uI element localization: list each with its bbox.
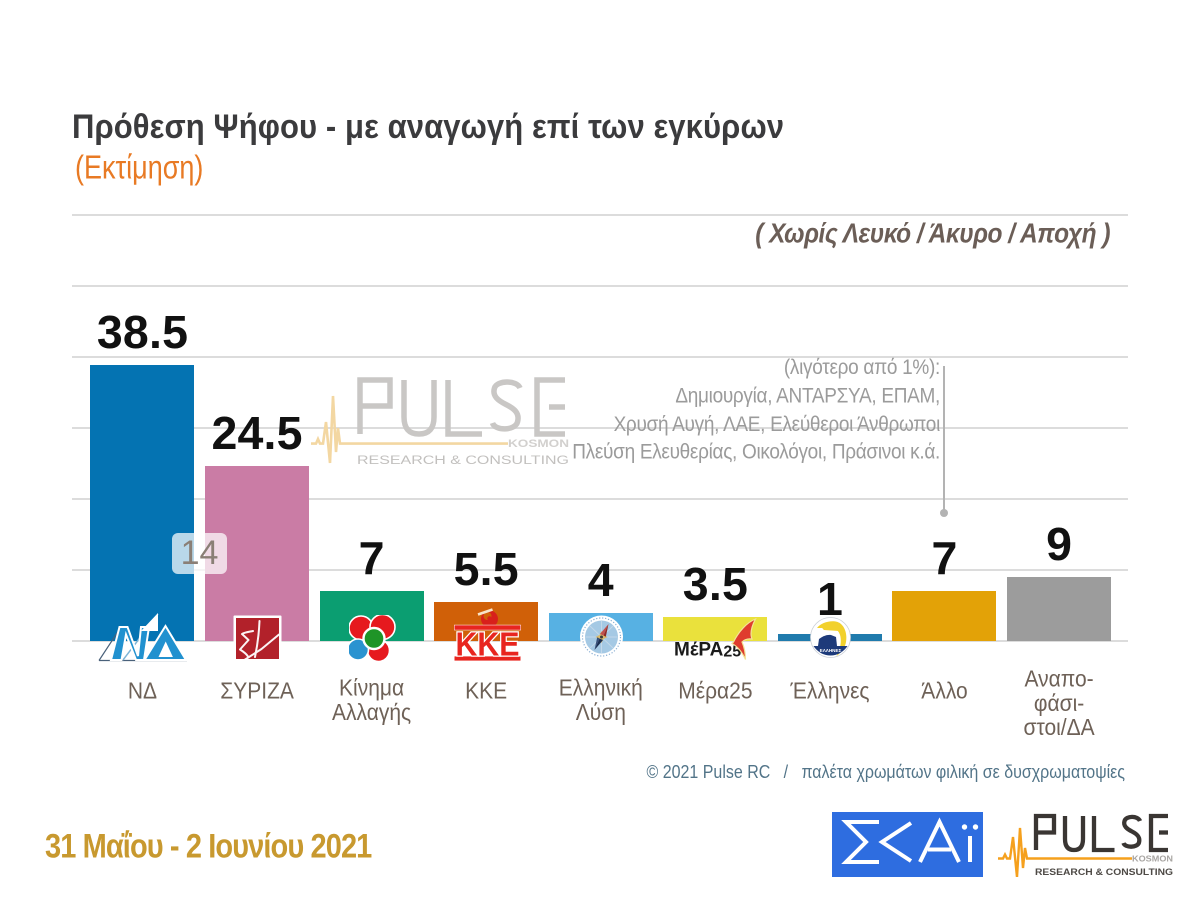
svg-text:KOSMON: KOSMON: [1132, 854, 1173, 864]
svg-text:RESEARCH & CONSULTING: RESEARCH & CONSULTING: [357, 455, 569, 466]
svg-text:KKE: KKE: [456, 626, 520, 662]
svg-text:RESEARCH & CONSULTING: RESEARCH & CONSULTING: [1035, 867, 1173, 877]
svg-text:KOSMON: KOSMON: [508, 438, 569, 450]
svg-text:ΕΛΛΗΝΕΣ: ΕΛΛΗΝΕΣ: [820, 648, 842, 653]
svg-text:ΜέΡΑ25: ΜέΡΑ25: [674, 640, 741, 661]
svg-text:KKE: KKE: [456, 626, 520, 662]
